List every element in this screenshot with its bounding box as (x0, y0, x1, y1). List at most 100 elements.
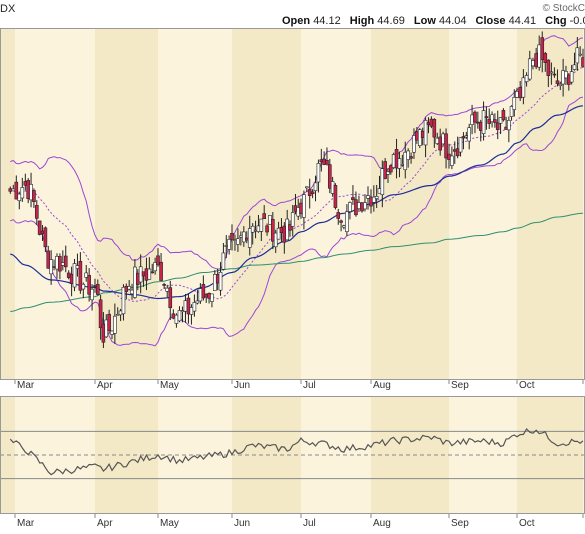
month-label: May (160, 518, 179, 529)
candle-down (37, 220, 42, 235)
symbol-label: DX (0, 3, 16, 15)
candle-up (165, 287, 170, 292)
candle-up (417, 129, 422, 147)
candle-up (316, 163, 321, 183)
month-label: Aug (373, 518, 391, 529)
candle-up (313, 182, 318, 191)
candle-up (527, 58, 532, 80)
candle-up (374, 196, 379, 199)
candle-up (256, 225, 261, 232)
candle-down (230, 232, 234, 240)
candle-down (150, 271, 155, 274)
candle-down (552, 73, 557, 76)
candle-up (90, 288, 94, 301)
candle-up (198, 288, 203, 302)
candle-down (26, 180, 30, 199)
ma-50-line (10, 105, 584, 300)
candle-up (247, 228, 252, 248)
month-label: May (160, 380, 179, 391)
month-label: Aug (373, 380, 391, 391)
candle-down (333, 185, 338, 208)
candle-up (372, 196, 376, 203)
candle-up (509, 106, 514, 117)
month-label: Oct (519, 380, 535, 391)
candle-down (420, 130, 425, 138)
candle-up (233, 239, 237, 241)
candle-down (46, 250, 51, 269)
candle-up (302, 194, 306, 218)
close-label: Close (475, 15, 506, 27)
candle-up (61, 262, 65, 266)
month-band (371, 28, 449, 380)
high-label: High (349, 15, 375, 27)
candle-up (558, 83, 563, 87)
candle-down (310, 191, 315, 194)
candle-up (253, 229, 258, 232)
candle-down (540, 37, 545, 60)
candle-down (473, 111, 477, 123)
candle-up (133, 266, 137, 298)
candle-down (265, 225, 269, 233)
candle-down (63, 255, 68, 268)
candle-down (360, 202, 364, 212)
candle-up (435, 137, 440, 144)
candle-up (138, 266, 143, 283)
candle-down (78, 260, 83, 291)
candle-down (159, 261, 163, 281)
candle-up (11, 188, 16, 192)
candle-down (543, 53, 548, 63)
candle-up (363, 202, 367, 210)
candle-up (195, 300, 200, 304)
candle-up (239, 235, 243, 238)
month-band (517, 28, 583, 380)
candle-up (115, 313, 120, 316)
candle-up (380, 168, 385, 195)
chg-label: Chg (545, 15, 567, 27)
candle-up (345, 211, 349, 232)
candle-up (507, 120, 511, 131)
candle-up (221, 252, 226, 270)
candle-down (484, 116, 489, 119)
candle-up (276, 227, 281, 240)
high-value: 44.69 (377, 15, 405, 27)
candle-down (66, 272, 71, 278)
candle-down (493, 119, 497, 123)
candle-down (171, 313, 176, 319)
candle-up (450, 155, 454, 166)
candle-up (366, 195, 370, 199)
candle-down (207, 292, 211, 299)
candle-down (262, 213, 267, 219)
candle-down (34, 205, 39, 219)
candle-down (32, 190, 36, 202)
candle-up (227, 239, 231, 250)
candle-down (452, 149, 457, 152)
candle-down (215, 274, 220, 284)
candle-down (141, 271, 146, 277)
candle-up (348, 202, 352, 212)
candle-up (224, 245, 229, 247)
month-label: Jul (303, 518, 316, 529)
candle-down (546, 59, 551, 76)
candle-up (549, 71, 554, 74)
month-label: Apr (97, 380, 113, 391)
close-value: 44.41 (508, 15, 537, 27)
candle-up (20, 187, 25, 199)
candle-up (127, 286, 131, 290)
candle-up (189, 307, 194, 315)
month-band (0, 28, 15, 380)
candle-up (464, 135, 469, 138)
candle-up (490, 114, 494, 123)
candle-down (339, 220, 343, 223)
candle-up (578, 53, 582, 56)
candle-down (271, 219, 275, 242)
candle-down (144, 268, 149, 281)
candle-up (290, 212, 295, 227)
candle-up (467, 127, 471, 142)
candle-down (555, 80, 560, 84)
candle-down (518, 87, 522, 99)
candle-down (135, 272, 140, 285)
candle-up (512, 97, 517, 110)
chg-value: -0.04 (569, 15, 585, 27)
candle-down (351, 197, 355, 201)
ma-200-line (10, 212, 584, 312)
